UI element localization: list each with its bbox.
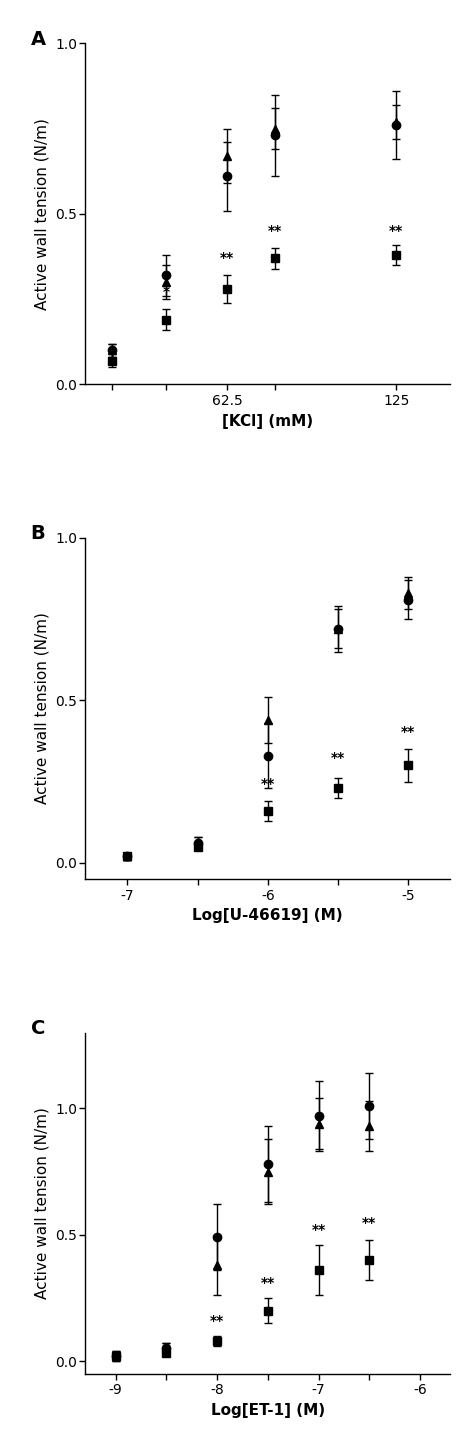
Text: **: ** [220, 252, 234, 265]
Y-axis label: Active wall tension (N/m): Active wall tension (N/m) [35, 613, 49, 804]
Text: **: ** [401, 726, 415, 739]
X-axis label: [KCl] (mM): [KCl] (mM) [222, 414, 313, 429]
Text: **: ** [331, 752, 345, 765]
Text: **: ** [261, 1277, 275, 1290]
Text: **: ** [362, 1216, 376, 1229]
Text: C: C [30, 1019, 45, 1038]
Text: **: ** [210, 1314, 224, 1329]
X-axis label: Log[ET-1] (M): Log[ET-1] (M) [211, 1403, 325, 1419]
Text: B: B [30, 525, 46, 544]
Y-axis label: Active wall tension (N/m): Active wall tension (N/m) [35, 1108, 49, 1299]
Text: A: A [30, 30, 46, 49]
Text: **: ** [389, 224, 403, 237]
Text: **: ** [261, 778, 275, 791]
Text: **: ** [267, 224, 282, 237]
Y-axis label: Active wall tension (N/m): Active wall tension (N/m) [35, 119, 49, 309]
Text: **: ** [311, 1223, 326, 1238]
Text: *: * [163, 285, 170, 299]
X-axis label: Log[U-46619] (M): Log[U-46619] (M) [192, 908, 343, 924]
